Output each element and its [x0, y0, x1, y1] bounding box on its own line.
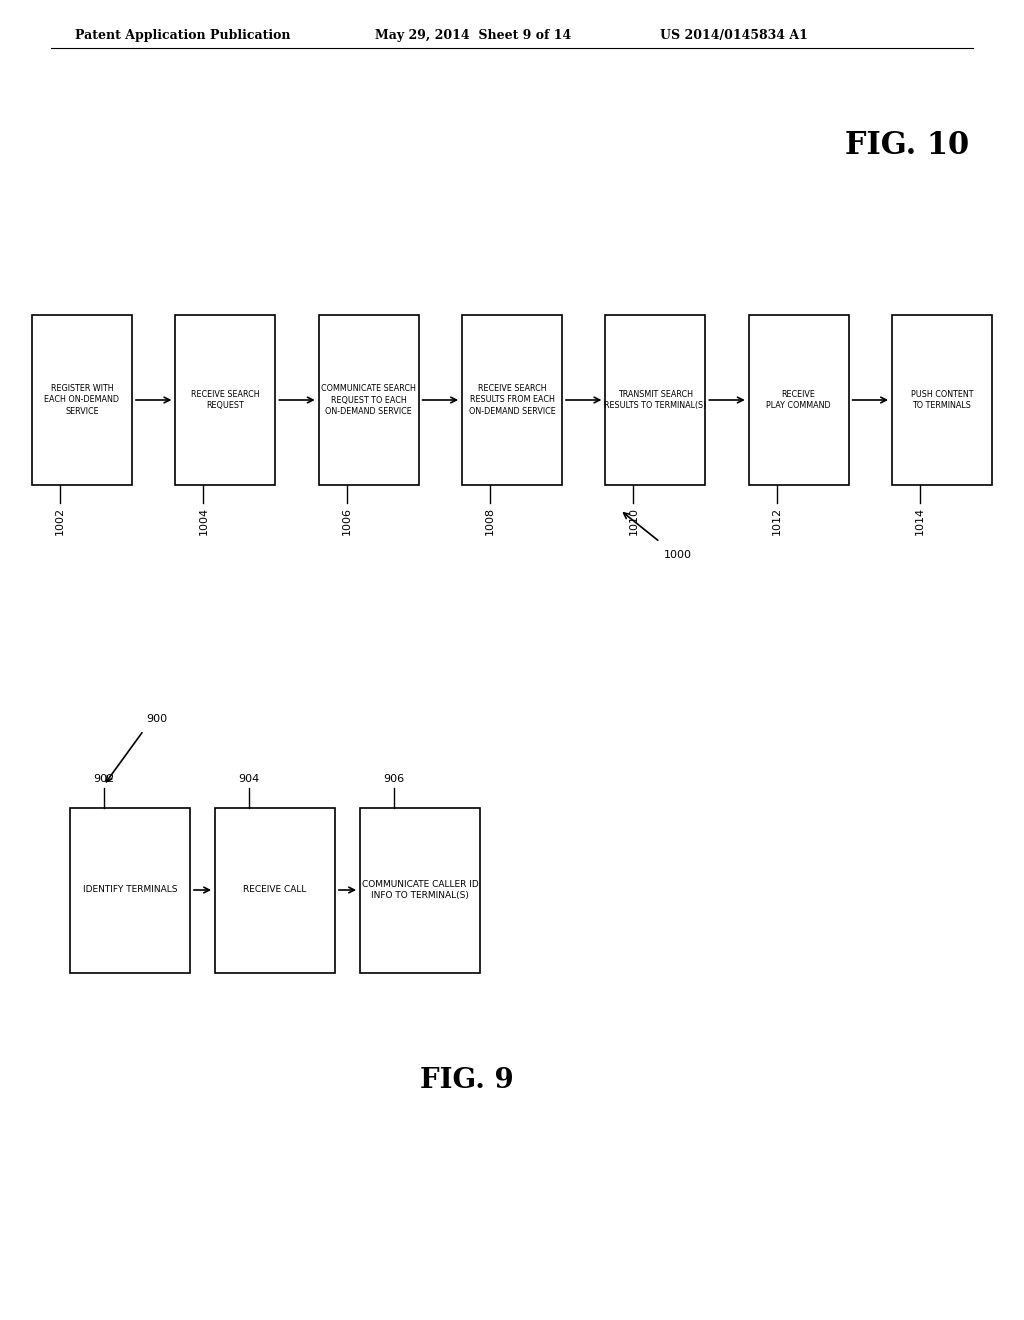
Text: 1012: 1012	[772, 507, 781, 535]
Text: 900: 900	[146, 714, 168, 725]
Bar	[175, 315, 275, 484]
Text: TRANSMIT SEARCH
RESULTS TO TERMINAL(S): TRANSMIT SEARCH RESULTS TO TERMINAL(S)	[604, 389, 707, 411]
Bar	[318, 315, 419, 484]
Text: Patent Application Publication: Patent Application Publication	[75, 29, 291, 41]
Text: COMMUNICATE SEARCH
REQUEST TO EACH
ON-DEMAND SERVICE: COMMUNICATE SEARCH REQUEST TO EACH ON-DE…	[322, 384, 416, 416]
Text: REGISTER WITH
EACH ON-DEMAND
SERVICE: REGISTER WITH EACH ON-DEMAND SERVICE	[44, 384, 120, 416]
Text: RECEIVE SEARCH
REQUEST: RECEIVE SEARCH REQUEST	[191, 389, 260, 411]
Text: RECEIVE
PLAY COMMAND: RECEIVE PLAY COMMAND	[766, 389, 831, 411]
Bar	[70, 808, 190, 973]
Bar	[215, 808, 335, 973]
Text: 1008: 1008	[485, 507, 495, 535]
Bar	[892, 315, 992, 484]
Text: 1002: 1002	[55, 507, 65, 535]
Text: 906: 906	[383, 774, 404, 784]
Text: RECEIVE SEARCH
RESULTS FROM EACH
ON-DEMAND SERVICE: RECEIVE SEARCH RESULTS FROM EACH ON-DEMA…	[469, 384, 555, 416]
Bar	[360, 808, 480, 973]
Text: COMMUNICATE CALLER ID
INFO TO TERMINAL(S): COMMUNICATE CALLER ID INFO TO TERMINAL(S…	[361, 880, 478, 900]
Text: May 29, 2014  Sheet 9 of 14: May 29, 2014 Sheet 9 of 14	[375, 29, 571, 41]
Text: PUSH CONTENT
TO TERMINALS: PUSH CONTENT TO TERMINALS	[910, 389, 973, 411]
Bar	[462, 315, 562, 484]
Text: 1004: 1004	[199, 507, 208, 535]
Text: 1014: 1014	[915, 507, 925, 535]
Text: 1006: 1006	[342, 507, 351, 535]
Text: RECEIVE CALL: RECEIVE CALL	[244, 886, 306, 895]
Text: 1000: 1000	[664, 550, 692, 560]
Text: 1010: 1010	[629, 507, 638, 535]
Bar	[32, 315, 132, 484]
Text: IDENTIFY TERMINALS: IDENTIFY TERMINALS	[83, 886, 177, 895]
Text: FIG. 9: FIG. 9	[420, 1067, 514, 1093]
Bar	[749, 315, 849, 484]
Text: FIG. 10: FIG. 10	[845, 129, 969, 161]
Text: US 2014/0145834 A1: US 2014/0145834 A1	[660, 29, 808, 41]
Text: 902: 902	[93, 774, 115, 784]
Text: 904: 904	[238, 774, 259, 784]
Bar	[605, 315, 706, 484]
